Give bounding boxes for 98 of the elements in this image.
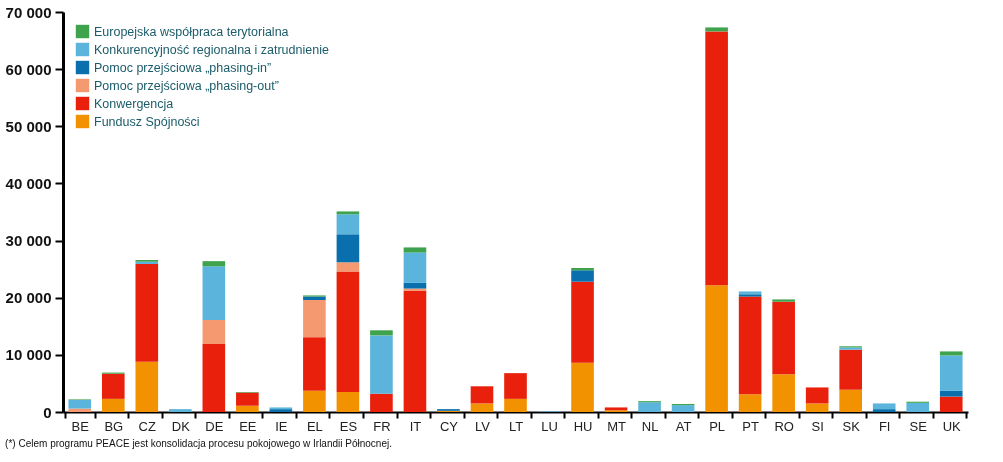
bar <box>504 373 527 399</box>
x-tick-label: UK <box>942 418 962 434</box>
bar <box>705 31 728 286</box>
x-tick-label: NL <box>641 418 659 434</box>
y-tick-label: 70 000 <box>5 3 52 21</box>
bar <box>470 386 494 404</box>
y-tick-label: 30 000 <box>5 232 52 250</box>
bar <box>202 266 226 320</box>
bar <box>403 247 427 253</box>
y-tick-label: 10 000 <box>5 346 52 364</box>
bar <box>336 392 360 412</box>
bar <box>370 335 393 394</box>
x-tick-label: LU <box>541 418 558 434</box>
bar <box>772 299 795 302</box>
bar <box>68 400 92 409</box>
bar <box>101 398 125 412</box>
x-tick-label: IT <box>409 418 422 434</box>
x-tick-label: HU <box>573 418 593 434</box>
bar <box>336 262 360 272</box>
bar <box>336 234 360 263</box>
legend-label: Konkurencyjność regionalna i zatrudnienie <box>94 42 329 57</box>
bar <box>236 405 259 412</box>
bar <box>101 373 125 399</box>
x-tick-label: DE <box>205 418 224 434</box>
bar <box>336 211 360 215</box>
bar <box>202 320 226 344</box>
legend-label: Europejska współpraca terytorialna <box>94 24 289 39</box>
bar <box>135 361 159 412</box>
x-tick-label: BG <box>104 418 124 434</box>
bar <box>839 349 862 390</box>
bar <box>839 389 862 412</box>
legend-label: Pomoc przejściowa „phasing-out” <box>94 78 279 93</box>
x-tick-label: SK <box>842 418 861 434</box>
legend-label: Pomoc przejściowa „phasing-in” <box>94 60 272 75</box>
bar <box>135 264 159 362</box>
bar <box>939 351 963 356</box>
legend-label: Konwergencja <box>94 96 174 111</box>
legend-label: Fundusz Spójności <box>94 114 200 129</box>
bar <box>303 300 326 338</box>
x-tick-label: SE <box>909 418 928 434</box>
bar <box>202 344 226 412</box>
bar <box>403 290 427 412</box>
x-tick-label: AT <box>675 418 692 434</box>
bar <box>939 396 963 412</box>
y-tick-label: 50 000 <box>5 117 52 135</box>
bar <box>705 285 728 412</box>
x-tick-label: DK <box>171 418 191 434</box>
bar <box>370 330 393 336</box>
x-tick-label: RO <box>774 418 794 434</box>
bar <box>705 27 728 32</box>
bar <box>638 402 661 412</box>
bar <box>939 355 963 391</box>
bar <box>772 301 795 375</box>
bar <box>504 398 527 412</box>
bar <box>370 393 393 412</box>
bar <box>571 362 594 412</box>
x-tick-label: PT <box>742 418 759 434</box>
bar <box>772 374 795 412</box>
bar <box>738 394 762 412</box>
x-tick-label: SI <box>811 418 824 434</box>
x-tick-label: ES <box>339 418 358 434</box>
bar <box>336 271 360 392</box>
bar <box>906 402 930 412</box>
bar <box>403 282 427 289</box>
x-tick-label: FI <box>878 418 891 434</box>
bar <box>336 214 360 235</box>
text: (*) Celem programu PEACE jest konsolidacja procesu pokojowego w Irlandii Północnej. <box>5 438 392 449</box>
y-tick-label: 60 000 <box>5 60 52 78</box>
bar <box>303 337 326 391</box>
x-tick-label: EE <box>239 418 257 434</box>
y-tick-label: 0 <box>43 403 52 421</box>
x-tick-label: FR <box>373 418 391 434</box>
bar <box>470 403 494 412</box>
bar <box>403 252 427 283</box>
x-tick-label: MT <box>607 418 626 434</box>
bar <box>571 270 594 282</box>
bar <box>169 409 192 412</box>
x-tick-label: LT <box>508 418 524 434</box>
bar <box>671 405 695 412</box>
y-tick-label: 40 000 <box>5 174 52 192</box>
x-tick-label: PL <box>709 418 726 434</box>
bar <box>872 403 896 410</box>
y-tick-label: 20 000 <box>5 289 52 307</box>
x-tick-label: BE <box>71 418 90 434</box>
x-tick-label: EL <box>306 418 323 434</box>
x-tick-label: LV <box>475 418 491 434</box>
bar <box>872 409 896 412</box>
bar <box>202 261 226 267</box>
bar <box>738 296 762 395</box>
bar <box>805 387 829 404</box>
x-tick-label: CY <box>439 418 459 434</box>
bar <box>236 392 259 406</box>
bar <box>805 403 829 412</box>
x-tick-label: CZ <box>138 418 157 434</box>
bar <box>939 390 963 397</box>
bar <box>303 390 326 412</box>
bar <box>571 281 594 363</box>
x-tick-label: IE <box>275 418 288 434</box>
